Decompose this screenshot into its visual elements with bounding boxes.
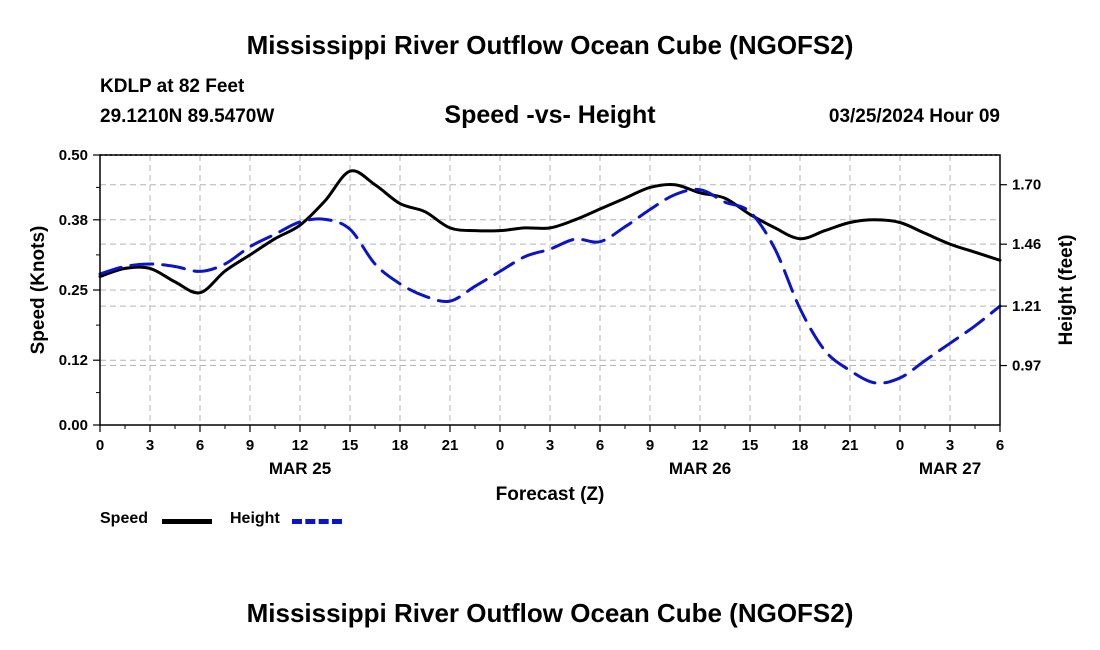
x-tick-label: 12 [692, 437, 709, 454]
x-tick-label: 0 [96, 437, 104, 454]
x-tick-label: 9 [646, 437, 654, 454]
y-right-tick-label: 0.97 [1012, 358, 1041, 375]
y-left-tick-label: 0.00 [59, 417, 88, 434]
legend-height-label: Height [230, 510, 280, 527]
date-label: MAR 25 [269, 459, 331, 478]
x-tick-label: 18 [392, 437, 409, 454]
series-layer [98, 169, 1002, 385]
date-label: MAR 27 [919, 459, 981, 478]
x-tick-label: 15 [342, 437, 359, 454]
y-left-tick-label: 0.38 [59, 212, 88, 229]
x-tick-label: 15 [742, 437, 759, 454]
x-tick-label: 18 [792, 437, 809, 454]
x-tick-label: 0 [496, 437, 504, 454]
legend-speed-swatch [162, 519, 212, 524]
x-tick-label: 6 [596, 437, 604, 454]
coordinates-label: 29.1210N 89.5470W [100, 106, 275, 127]
grid [100, 154, 1000, 425]
date-label: MAR 26 [669, 459, 731, 478]
legend-height-swatch [292, 519, 342, 524]
y-right-tick-label: 1.70 [1012, 177, 1041, 194]
x-tick-label: 6 [996, 437, 1004, 454]
speed-series-line [98, 169, 1002, 295]
y-left-tick-label: 0.25 [59, 282, 88, 299]
y-left-tick-label: 0.50 [59, 147, 88, 164]
x-tick-label: 9 [246, 437, 254, 454]
y-right-axis-title: Height (feet) [1056, 235, 1077, 346]
axes: 0 3 6 9 12 15 18 21 0 3 6 9 12 15 18 21 0 3 6 MAR 25 MAR 26 M… [28, 147, 1077, 505]
station-label: KDLP at 82 Feet [100, 76, 245, 97]
x-tick-label: 0 [896, 437, 904, 454]
chart-subtitle: Speed -vs- Height [444, 101, 656, 129]
legend-speed-label: Speed [100, 510, 149, 527]
x-tick-label: 3 [546, 437, 554, 454]
footer-title: Mississippi River Outflow Ocean Cube (NG… [246, 598, 854, 628]
y-left-axis-title: Speed (Knots) [28, 226, 49, 355]
x-tick-label: 12 [292, 437, 309, 454]
y-left-tick-label: 0.12 [59, 352, 88, 369]
y-right-tick-label: 1.21 [1012, 298, 1041, 315]
x-tick-label: 21 [442, 437, 459, 454]
y-right-tick-label: 1.46 [1012, 236, 1041, 253]
chart-title: Mississippi River Outflow Ocean Cube (NG… [246, 30, 854, 60]
x-tick-label: 3 [146, 437, 154, 454]
x-tick-label: 6 [196, 437, 204, 454]
x-tick-label: 3 [946, 437, 954, 454]
x-tick-label: 21 [842, 437, 859, 454]
x-axis-title: Forecast (Z) [496, 484, 605, 505]
timestamp-label: 03/25/2024 Hour 09 [828, 106, 1000, 127]
height-series-line [98, 187, 1002, 385]
